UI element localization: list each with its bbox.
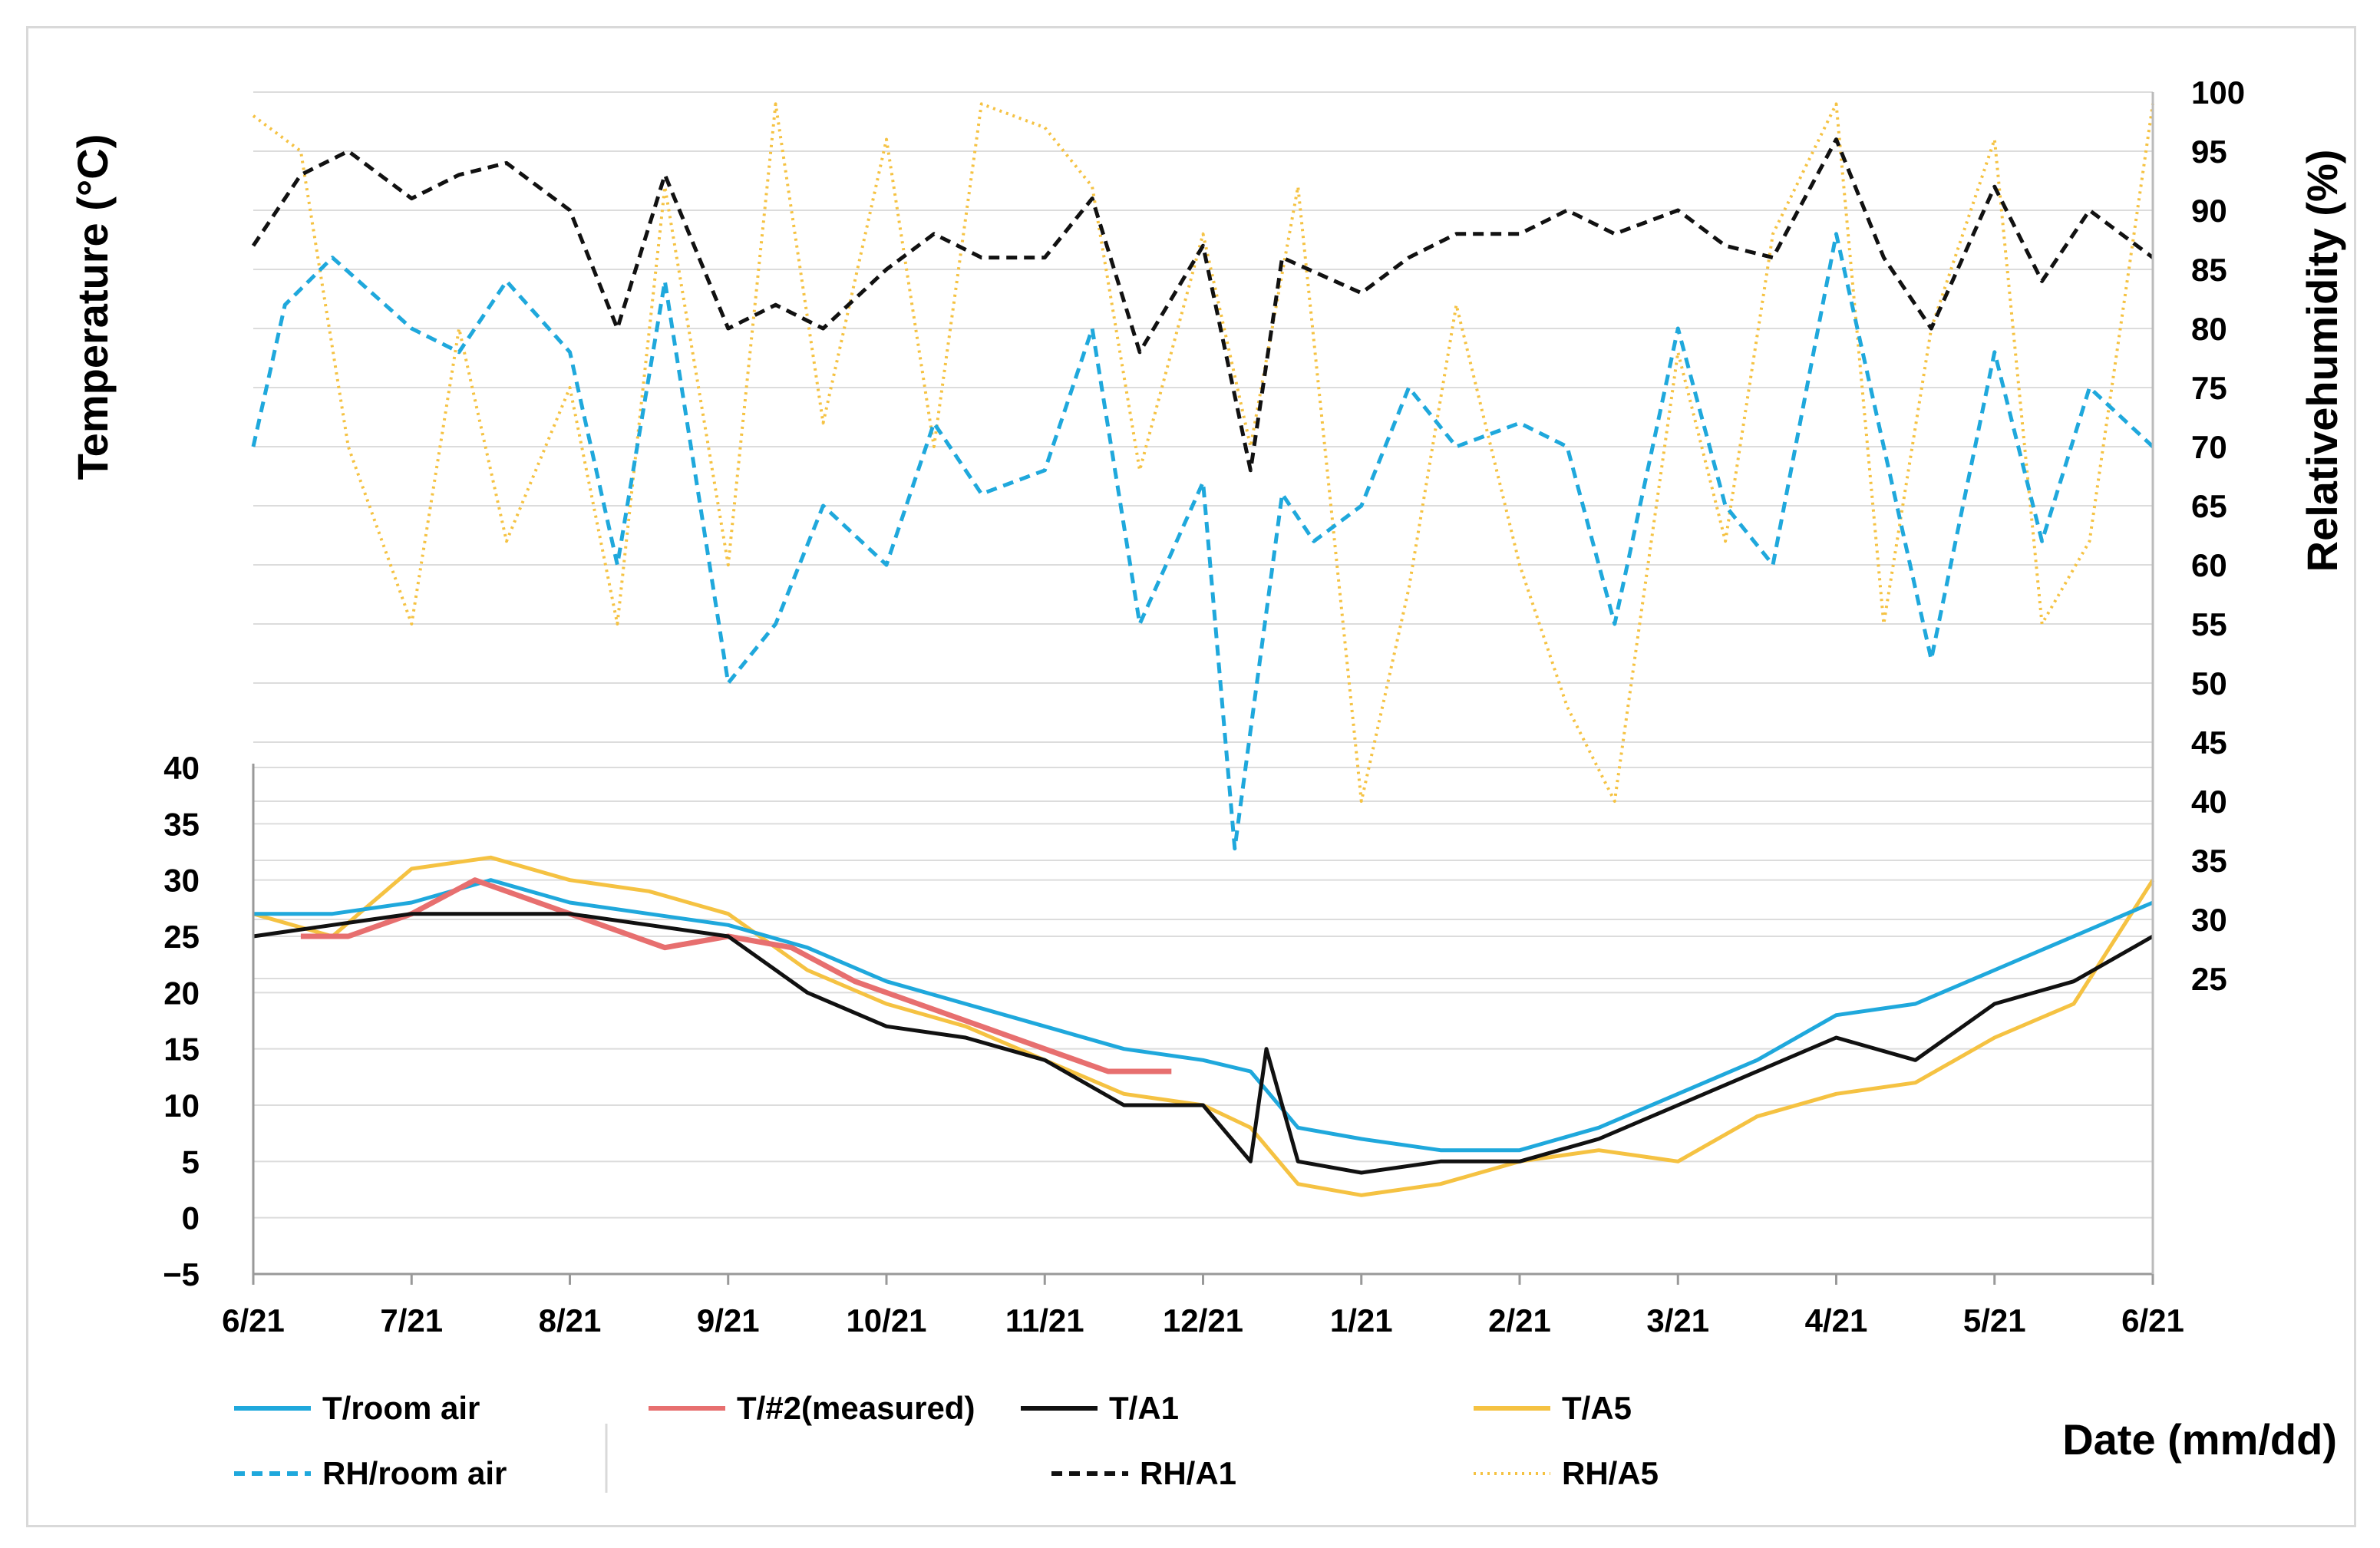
x-axis-title: Date (mm/dd) (2062, 1415, 2337, 1464)
y-left-tick-label: 15 (163, 1031, 200, 1068)
x-tick-label: 10/21 (846, 1302, 926, 1338)
y-right-tick-label: 45 (2191, 724, 2227, 761)
y-right-tick-label: 85 (2191, 252, 2227, 288)
series-t-room-air (253, 878, 2154, 1153)
y-right-tick-label: 35 (2191, 843, 2227, 879)
tick-labels: 6/21 7/21 8/21 9/21 10/21 11/21 12/21 1/21 2/21 3… (163, 74, 2245, 1338)
x-tick-label: 5/21 (1963, 1302, 2026, 1338)
x-tick-label: 4/21 (1805, 1302, 1868, 1338)
legend-label: T/#2(measured) (737, 1390, 975, 1426)
y-left-tick-label: 35 (163, 806, 200, 842)
x-tick-label: 6/21 (222, 1302, 285, 1338)
y-right-tick-label: 90 (2191, 193, 2227, 229)
legend-label: RH/A5 (1562, 1455, 1659, 1491)
series-rh-a1 (251, 137, 2154, 473)
x-tick-label: 7/21 (380, 1302, 443, 1338)
series-layer (251, 102, 2155, 1197)
y-axis-left-title: Temperature (°C) (68, 134, 117, 480)
x-tick-label: 9/21 (697, 1302, 760, 1338)
y-right-tick-label: 50 (2191, 665, 2227, 701)
y-right-tick-label: 30 (2191, 902, 2227, 938)
series-t-2-measured- (300, 877, 1172, 1074)
legend-label: RH/room air (322, 1455, 507, 1491)
y-right-tick-label: 25 (2191, 961, 2227, 997)
y-left-tick-label: 40 (163, 750, 200, 786)
y-left-tick-label: 5 (182, 1144, 200, 1180)
series-t-a5 (253, 855, 2155, 1197)
y-right-tick-label: 60 (2191, 547, 2227, 583)
series-t-a1 (253, 912, 2154, 1175)
x-tick-label: 12/21 (1163, 1302, 1243, 1338)
legend-label: T/A1 (1109, 1390, 1179, 1426)
series-rh-a5 (252, 102, 2154, 803)
y-right-tick-label: 55 (2191, 606, 2227, 642)
y-left-tick-label: 30 (163, 863, 200, 899)
y-left-tick-label: 10 (163, 1088, 200, 1124)
gridlines (253, 91, 2153, 1275)
y-right-tick-label: 80 (2191, 311, 2227, 347)
chart-frame (26, 26, 2356, 1527)
x-tick-label: 3/21 (1646, 1302, 1709, 1338)
y-right-tick-label: 70 (2191, 429, 2227, 465)
x-tick-label: 6/21 (2121, 1302, 2184, 1338)
legend-label: T/room air (322, 1390, 480, 1426)
y-right-tick-label: 75 (2191, 370, 2227, 406)
y-left-tick-label: 0 (182, 1200, 200, 1236)
y-axis-right-title: Relativehumidity (%) (2298, 150, 2346, 573)
y-left-tick-label: −5 (163, 1256, 200, 1292)
y-right-tick-label: 95 (2191, 134, 2227, 170)
legend-label: T/A5 (1562, 1390, 1632, 1426)
x-tick-label: 11/21 (1005, 1302, 1084, 1338)
y-right-tick-label: 65 (2191, 488, 2227, 524)
y-right-tick-label: 100 (2191, 74, 2245, 111)
legend: T/room air T/#2(measured) T/A1 T/A5 RH/room … (234, 1390, 1659, 1493)
x-tick-label: 2/21 (1488, 1302, 1551, 1338)
x-tick-label: 1/21 (1330, 1302, 1393, 1338)
y-left-tick-label: 20 (163, 975, 200, 1011)
series-rh-room-air (251, 232, 2154, 851)
y-right-tick-label: 40 (2191, 784, 2227, 820)
legend-label: RH/A1 (1140, 1455, 1236, 1491)
y-left-tick-label: 25 (163, 919, 200, 955)
x-tick-label: 8/21 (539, 1302, 602, 1338)
